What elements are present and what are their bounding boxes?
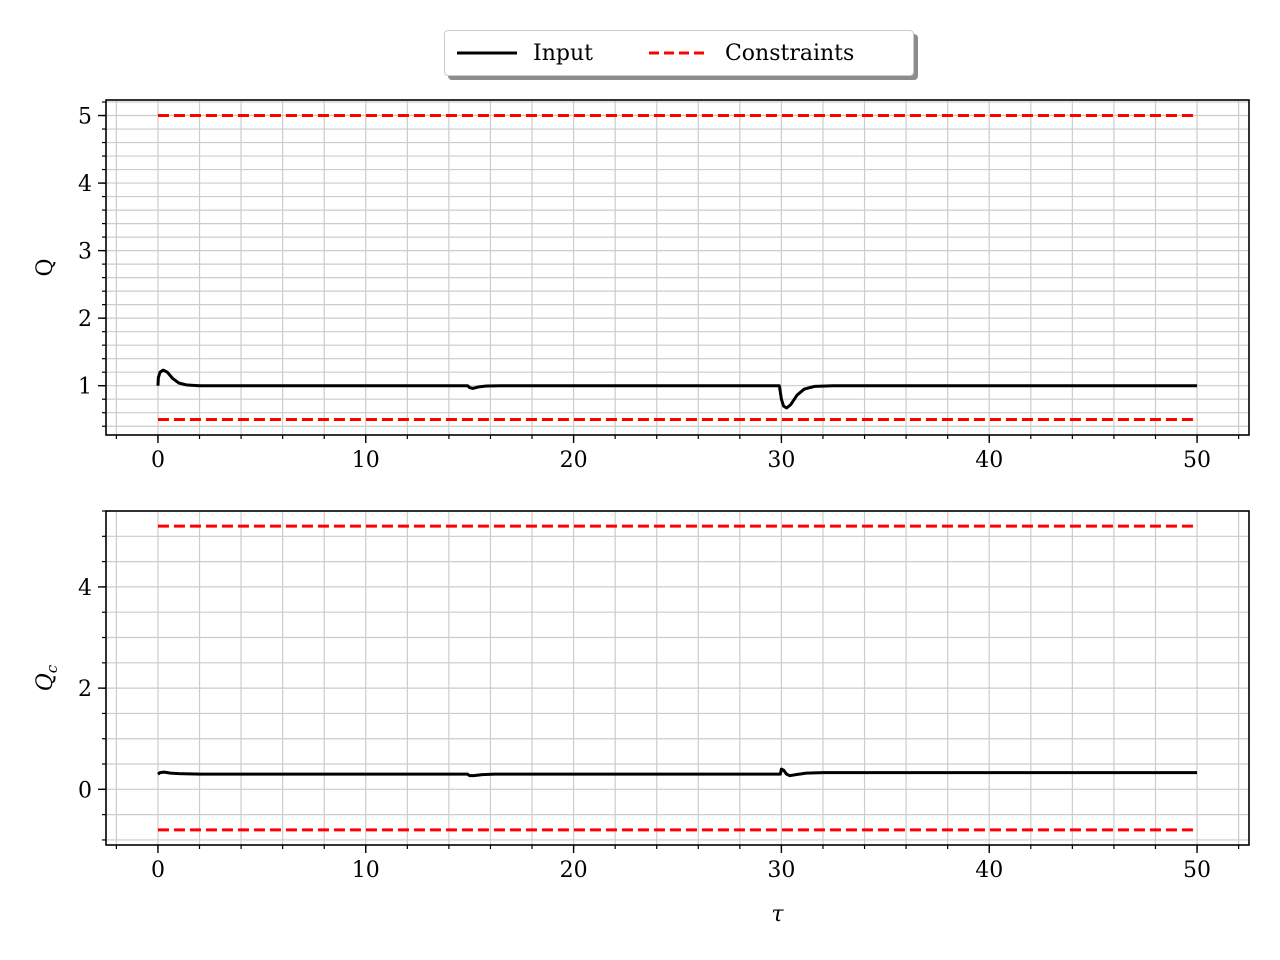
legend-label-input: Input — [533, 40, 593, 66]
plot-2: 0 10 20 30 40 50 0 2 4 Qc τ — [33, 510, 1250, 927]
y-tick-label: 1 — [78, 375, 92, 400]
x-tick-label: 20 — [560, 858, 588, 883]
series-input-line — [156, 368, 1198, 410]
y-tick-label: 5 — [78, 105, 92, 130]
legend: Input Constraints — [444, 30, 914, 76]
x-tick-label: 50 — [1183, 448, 1211, 473]
x-tick-label: 30 — [767, 448, 795, 473]
y-axis-label: Q — [33, 258, 58, 276]
plot-1: 0 10 20 30 40 50 1 2 3 4 5 Q — [33, 99, 1250, 473]
y-tick-label: 0 — [78, 778, 92, 803]
x-tick-label: 20 — [560, 448, 588, 473]
series-input-line — [157, 767, 1198, 778]
y-tick-label: 4 — [78, 576, 92, 601]
legend-swatch-input — [457, 51, 517, 55]
x-tick-label: 30 — [767, 858, 795, 883]
legend-item-constraints: Constraints — [647, 41, 854, 66]
y-tick-label: 2 — [78, 307, 92, 332]
legend-swatch-constraints — [648, 51, 709, 55]
axes-frame — [105, 99, 1250, 436]
y-tick-label: 2 — [78, 677, 92, 702]
x-tick-label: 40 — [975, 858, 1003, 883]
legend-item-input: Input — [455, 41, 593, 66]
y-axis-label: Qc — [33, 664, 61, 691]
y-tick-label: 3 — [78, 240, 92, 265]
x-axis-label: τ — [771, 902, 784, 927]
legend-label-constraints: Constraints — [724, 40, 855, 66]
x-tick-label: 40 — [975, 448, 1003, 473]
x-tick-label: 10 — [352, 858, 380, 883]
y-tick-label: 4 — [78, 172, 92, 197]
axes-frame — [105, 510, 1250, 846]
x-tick-label: 10 — [352, 448, 380, 473]
x-tick-label: 0 — [151, 858, 165, 883]
x-tick-label: 50 — [1183, 858, 1211, 883]
x-tick-label: 0 — [151, 448, 165, 473]
